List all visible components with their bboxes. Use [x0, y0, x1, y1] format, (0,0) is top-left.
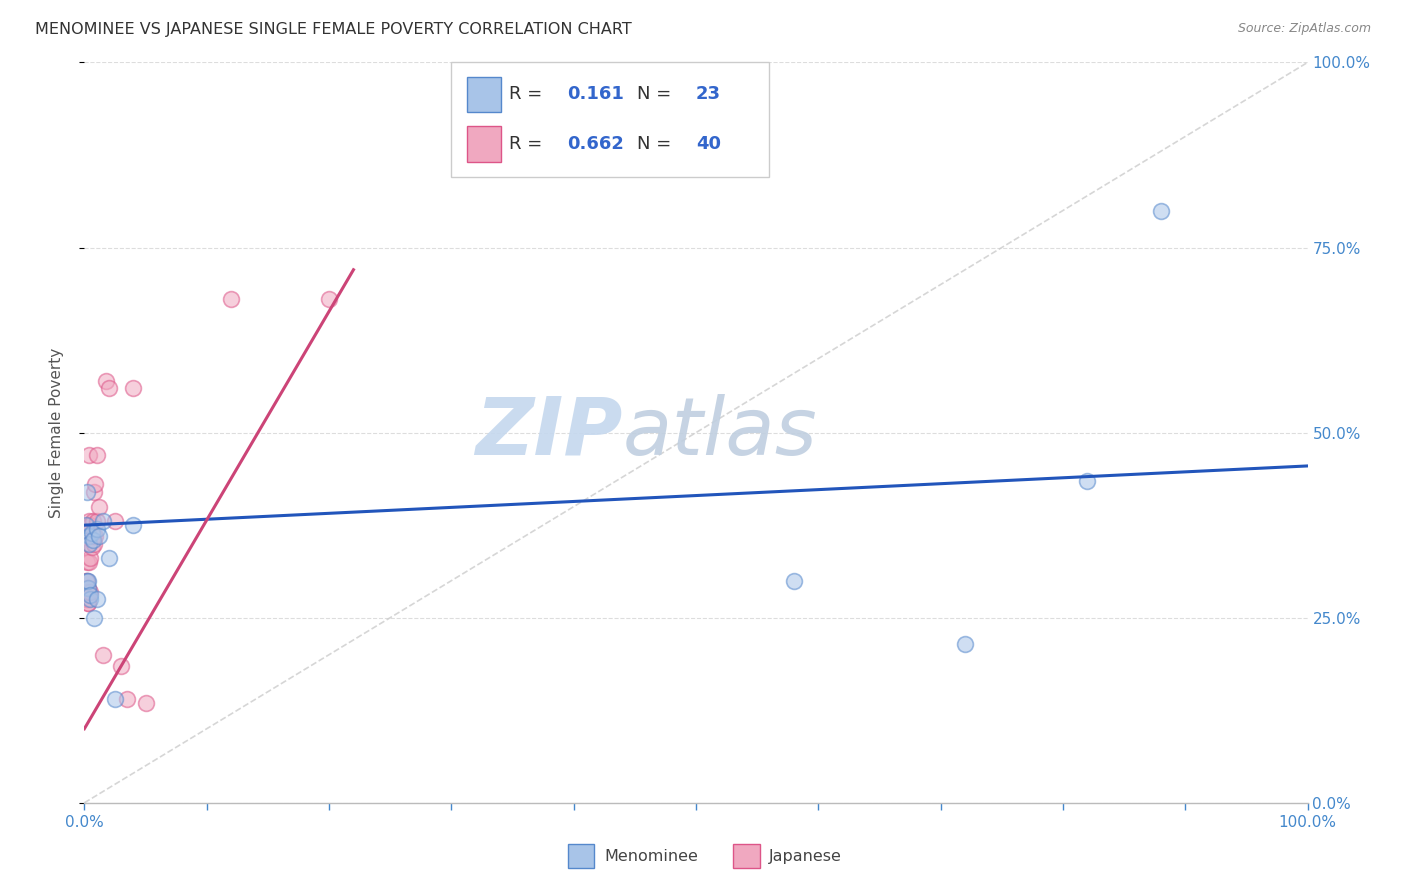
Point [83, 484, 105, 499]
Point [75, 584, 97, 599]
Point [77, 584, 100, 599]
Point [104, 692, 127, 706]
Point [77, 536, 100, 550]
Point [80, 525, 103, 540]
Point [77, 536, 100, 550]
Point [79, 589, 101, 603]
Point [77, 596, 100, 610]
Point [84, 529, 107, 543]
Text: MENOMINEE VS JAPANESE SINGLE FEMALE POVERTY CORRELATION CHART: MENOMINEE VS JAPANESE SINGLE FEMALE POVE… [35, 22, 631, 37]
Point [79, 592, 101, 607]
Point [77, 555, 100, 569]
Point [135, 696, 157, 710]
Bar [467, 77, 502, 112]
Point [1150, 203, 1173, 218]
FancyBboxPatch shape [451, 62, 769, 178]
Text: 40: 40 [696, 135, 721, 153]
Text: Japanese: Japanese [769, 848, 842, 863]
Point [86, 448, 108, 462]
Point [97, 551, 120, 566]
Point [86, 592, 108, 607]
Point [96, 374, 118, 388]
Text: 23: 23 [696, 86, 721, 103]
Text: 0.161: 0.161 [568, 86, 624, 103]
Text: Menominee: Menominee [605, 848, 699, 863]
Point [86, 522, 108, 536]
Point [76, 592, 98, 607]
Point [77, 596, 100, 610]
Text: R =: R = [509, 86, 543, 103]
Point [122, 381, 145, 395]
Text: atlas: atlas [623, 393, 817, 472]
Point [77, 448, 100, 462]
Point [77, 515, 100, 529]
Point [87, 500, 110, 514]
Point [1076, 474, 1098, 488]
Text: N =: N = [637, 135, 672, 153]
Point [82, 529, 104, 543]
Point [84, 477, 107, 491]
Point [97, 381, 120, 395]
Point [91, 648, 114, 662]
Point [82, 533, 104, 547]
Point [75, 592, 97, 607]
Point [77, 518, 100, 533]
Point [115, 692, 138, 706]
Point [77, 581, 100, 595]
Point [83, 536, 105, 550]
Point [219, 293, 242, 307]
Point [76, 584, 98, 599]
Point [76, 484, 98, 499]
Text: R =: R = [509, 135, 543, 153]
Point [86, 515, 108, 529]
Point [76, 555, 98, 569]
Point [80, 541, 103, 555]
Point [75, 518, 97, 533]
Y-axis label: Single Female Poverty: Single Female Poverty [49, 348, 63, 517]
Point [77, 529, 100, 543]
Point [110, 658, 132, 673]
Point [79, 584, 101, 599]
Point [91, 515, 114, 529]
Bar [568, 844, 595, 868]
Point [77, 574, 100, 588]
Bar [467, 126, 502, 161]
Text: ZIP: ZIP [475, 393, 623, 472]
Bar [733, 844, 759, 868]
Point [76, 574, 98, 588]
Point [79, 518, 101, 533]
Point [79, 551, 101, 566]
Point [76, 574, 98, 588]
Point [77, 581, 100, 595]
Point [82, 515, 104, 529]
Text: Source: ZipAtlas.com: Source: ZipAtlas.com [1237, 22, 1371, 36]
Text: 0.662: 0.662 [568, 135, 624, 153]
Point [953, 637, 976, 651]
Text: N =: N = [637, 86, 672, 103]
Point [104, 515, 127, 529]
Point [318, 293, 340, 307]
Point [83, 610, 105, 624]
Point [783, 574, 806, 588]
Point [75, 574, 97, 588]
Point [87, 529, 110, 543]
Point [122, 518, 145, 533]
Point [77, 592, 100, 607]
